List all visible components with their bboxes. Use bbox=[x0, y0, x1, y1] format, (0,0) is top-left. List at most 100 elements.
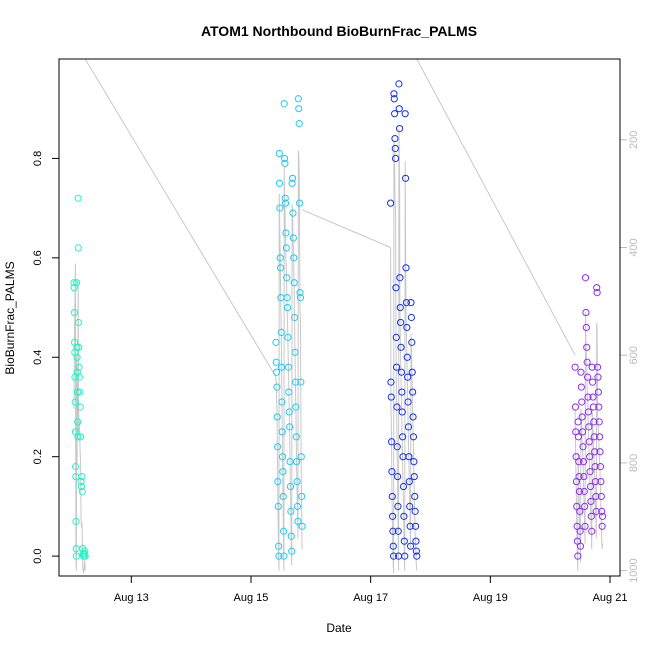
data-point-flight-1 bbox=[75, 363, 83, 371]
data-point-flight-2 bbox=[287, 532, 295, 540]
data-point-flight-2 bbox=[284, 333, 292, 341]
data-point-flight-3 bbox=[388, 438, 396, 446]
data-point-flight-2 bbox=[290, 279, 298, 287]
data-point-flight-3 bbox=[408, 368, 416, 376]
data-point-flight-1 bbox=[77, 477, 85, 486]
data-point-flight-4 bbox=[578, 413, 586, 421]
data-point-flight-2 bbox=[274, 542, 283, 550]
plot-frame bbox=[58, 58, 621, 577]
data-point-flight-4 bbox=[598, 507, 606, 515]
data-point-flight-3 bbox=[404, 423, 413, 431]
data-point-flight-4 bbox=[581, 502, 589, 510]
data-point-flight-4 bbox=[592, 507, 600, 515]
data-point-flight-3 bbox=[394, 527, 402, 535]
data-point-flight-3 bbox=[403, 323, 411, 332]
data-point-flight-4 bbox=[580, 487, 588, 496]
data-point-flight-3 bbox=[402, 264, 410, 272]
data-point-flight-2 bbox=[278, 453, 287, 461]
data-point-flight-3 bbox=[413, 552, 421, 560]
data-point-flight-3 bbox=[407, 298, 415, 307]
data-point-flight-3 bbox=[409, 433, 418, 441]
data-point-flight-4 bbox=[586, 453, 594, 461]
pressure-profile-line-2 bbox=[275, 150, 303, 571]
data-point-flight-4 bbox=[575, 487, 584, 496]
data-point-flight-3 bbox=[406, 502, 414, 510]
data-point-flight-2 bbox=[295, 120, 303, 128]
data-point-flight-3 bbox=[390, 90, 398, 98]
data-point-flight-3 bbox=[388, 468, 396, 476]
data-point-flight-2 bbox=[288, 174, 297, 182]
data-point-flight-2 bbox=[278, 428, 286, 436]
data-point-flight-4 bbox=[585, 423, 593, 431]
data-points bbox=[70, 80, 607, 560]
data-point-flight-4 bbox=[582, 308, 590, 317]
data-point-flight-4 bbox=[580, 472, 588, 481]
data-point-flight-1 bbox=[73, 353, 81, 361]
data-point-flight-4 bbox=[571, 363, 579, 371]
data-point-flight-4 bbox=[583, 358, 591, 366]
data-point-flight-3 bbox=[390, 95, 398, 103]
data-point-flight-2 bbox=[272, 358, 280, 366]
data-point-flight-3 bbox=[387, 393, 395, 401]
data-point-flight-3 bbox=[401, 174, 410, 182]
data-point-flight-1 bbox=[72, 517, 80, 525]
data-point-flight-1 bbox=[77, 482, 86, 491]
data-point-flight-3 bbox=[412, 537, 420, 545]
data-point-flight-3 bbox=[397, 343, 405, 351]
data-point-flight-4 bbox=[596, 448, 604, 456]
data-point-flight-3 bbox=[392, 284, 400, 292]
data-point-flight-4 bbox=[576, 507, 584, 515]
data-point-flight-3 bbox=[411, 492, 419, 501]
data-point-flight-2 bbox=[277, 363, 286, 371]
y-tick-label: 0.8 bbox=[32, 151, 44, 166]
data-point-flight-3 bbox=[390, 552, 398, 560]
data-point-flight-4 bbox=[596, 463, 605, 471]
data-point-flight-3 bbox=[401, 552, 409, 560]
data-point-flight-4 bbox=[593, 363, 602, 371]
data-point-flight-4 bbox=[592, 492, 600, 501]
data-point-flight-2 bbox=[273, 383, 281, 391]
data-point-flight-4 bbox=[587, 497, 595, 506]
data-point-flight-4 bbox=[575, 472, 583, 481]
data-point-flight-3 bbox=[389, 527, 397, 535]
data-point-flight-2 bbox=[281, 194, 289, 202]
data-point-flight-1 bbox=[75, 373, 83, 381]
data-point-flight-3 bbox=[388, 492, 396, 501]
data-point-flight-3 bbox=[398, 388, 406, 396]
data-point-flight-2 bbox=[288, 179, 296, 187]
data-point-flight-4 bbox=[595, 418, 603, 426]
data-point-flight-1 bbox=[77, 433, 85, 441]
data-point-flight-1 bbox=[72, 552, 81, 560]
data-point-flight-4 bbox=[588, 378, 597, 386]
data-point-flight-4 bbox=[589, 403, 598, 411]
y-tick-label: 0.0 bbox=[32, 548, 44, 563]
data-point-flight-2 bbox=[279, 492, 287, 501]
data-point-flight-3 bbox=[412, 547, 420, 555]
data-point-flight-2 bbox=[290, 254, 298, 262]
data-point-flight-4 bbox=[588, 527, 596, 535]
data-point-flight-4 bbox=[581, 274, 590, 282]
data-point-flight-3 bbox=[406, 542, 415, 550]
data-point-flight-4 bbox=[574, 552, 582, 560]
data-point-flight-4 bbox=[586, 482, 595, 491]
right-axis-tick-label: 800 bbox=[628, 454, 640, 472]
data-point-flight-4 bbox=[581, 522, 589, 530]
data-point-flight-3 bbox=[393, 403, 401, 411]
data-point-flight-2 bbox=[289, 234, 297, 242]
data-point-flight-4 bbox=[579, 458, 588, 466]
right-axis-tick-label: 400 bbox=[628, 238, 640, 256]
data-point-flight-3 bbox=[393, 363, 401, 371]
data-point-flight-3 bbox=[411, 522, 420, 530]
data-point-flight-2 bbox=[293, 458, 301, 466]
data-point-flight-1 bbox=[70, 279, 78, 287]
data-point-flight-3 bbox=[393, 472, 402, 481]
data-point-flight-4 bbox=[590, 433, 598, 441]
data-point-flight-1 bbox=[73, 343, 81, 351]
data-point-flight-2 bbox=[297, 453, 305, 461]
data-point-flight-4 bbox=[595, 403, 603, 411]
data-point-flight-4 bbox=[594, 388, 602, 396]
data-point-flight-2 bbox=[272, 368, 281, 376]
data-point-flight-2 bbox=[293, 502, 302, 510]
right-axis-tick-label: 200 bbox=[628, 131, 640, 149]
data-point-flight-2 bbox=[272, 338, 280, 346]
